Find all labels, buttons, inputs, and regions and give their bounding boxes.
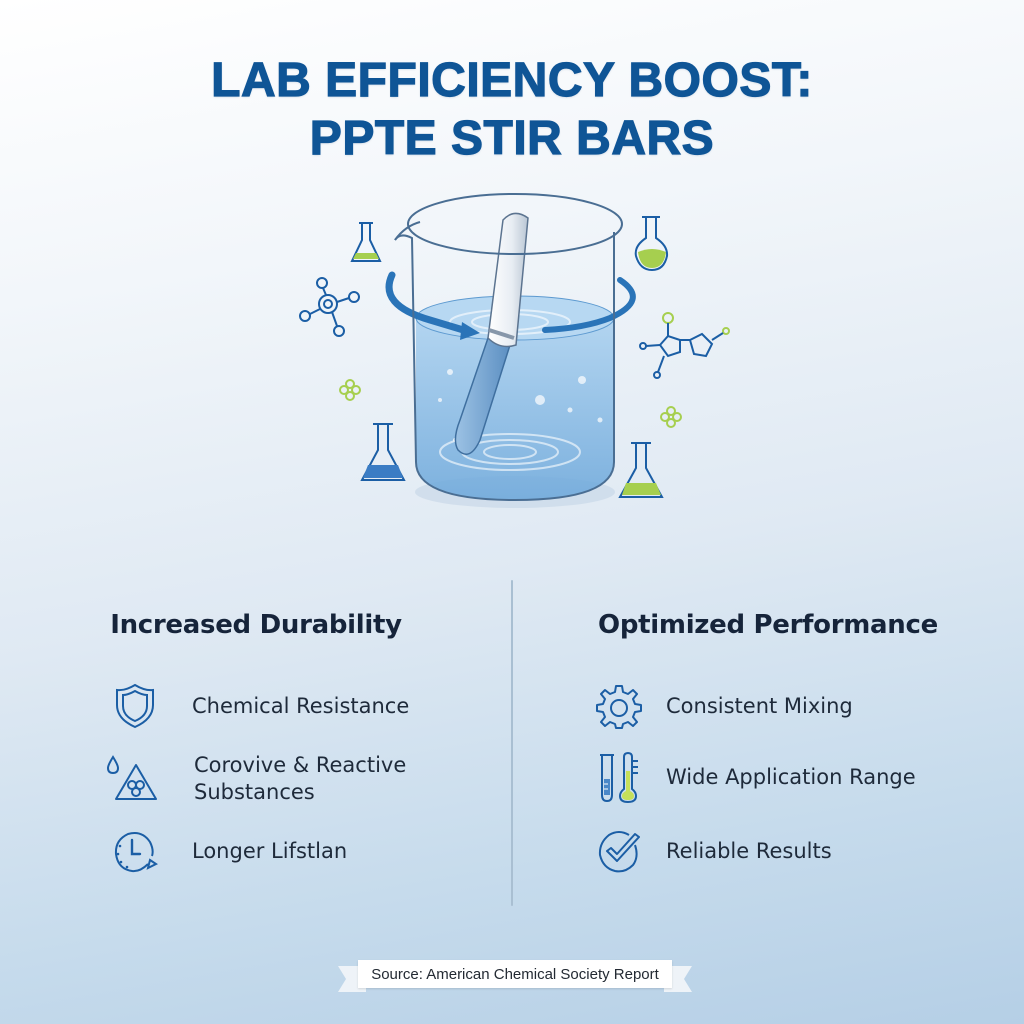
- feature-item: Reliable Results: [594, 826, 832, 876]
- test-tube-thermometer-icon: [594, 751, 644, 803]
- source-text: Source: American Chemical Society Report: [358, 960, 672, 988]
- feature-item: Chemical Resistance: [110, 681, 409, 731]
- title-line-1: LAB EFFICIENCY BOOST:: [211, 53, 813, 107]
- clock-icon: [110, 826, 160, 876]
- clover-icon: [339, 379, 682, 428]
- title-line-2: PPTE STIR BARS: [309, 111, 715, 165]
- erlenmeyer-flask-icon: [360, 423, 406, 481]
- feature-label: Longer Lifstlan: [192, 838, 348, 863]
- feature-label: Corovive & Reactive Substances: [194, 753, 407, 804]
- beaker-illustration: [299, 193, 730, 508]
- erlenmeyer-flask-green-icon: [618, 442, 664, 498]
- feature-label: Consistent Mixing: [666, 693, 853, 718]
- feature-item: Consistent Mixing: [594, 681, 853, 731]
- column-title: Optimized Performance: [598, 610, 938, 640]
- gear-icon: [594, 681, 644, 731]
- feature-label: Chemical Resistance: [192, 693, 410, 718]
- source-banner: Source: American Chemical Society Report: [338, 958, 692, 992]
- performance-column: Optimized Performance: [512, 610, 1024, 640]
- column-title: Increased Durability: [110, 610, 402, 640]
- durability-column: Increased Durability: [0, 610, 512, 640]
- page-title: LAB EFFICIENCY BOOST: PPTE STIR BARS: [0, 52, 1024, 168]
- feature-item: Corovive & Reactive Substances: [104, 752, 434, 806]
- chemical-structure-icon: [639, 312, 730, 379]
- flask-icon: [350, 222, 382, 262]
- feature-label: Wide Application Range: [666, 764, 916, 789]
- column-divider: [511, 580, 513, 906]
- feature-item: Longer Lifstlan: [110, 826, 347, 876]
- feature-item: Wide Application Range: [594, 751, 916, 803]
- feature-label: Reliable Results: [666, 838, 832, 863]
- hazard-drop-icon: [104, 754, 160, 804]
- check-circle-icon: [594, 826, 644, 876]
- round-flask-icon: [634, 216, 669, 272]
- shield-icon: [110, 681, 160, 731]
- molecule-icon: [299, 277, 360, 337]
